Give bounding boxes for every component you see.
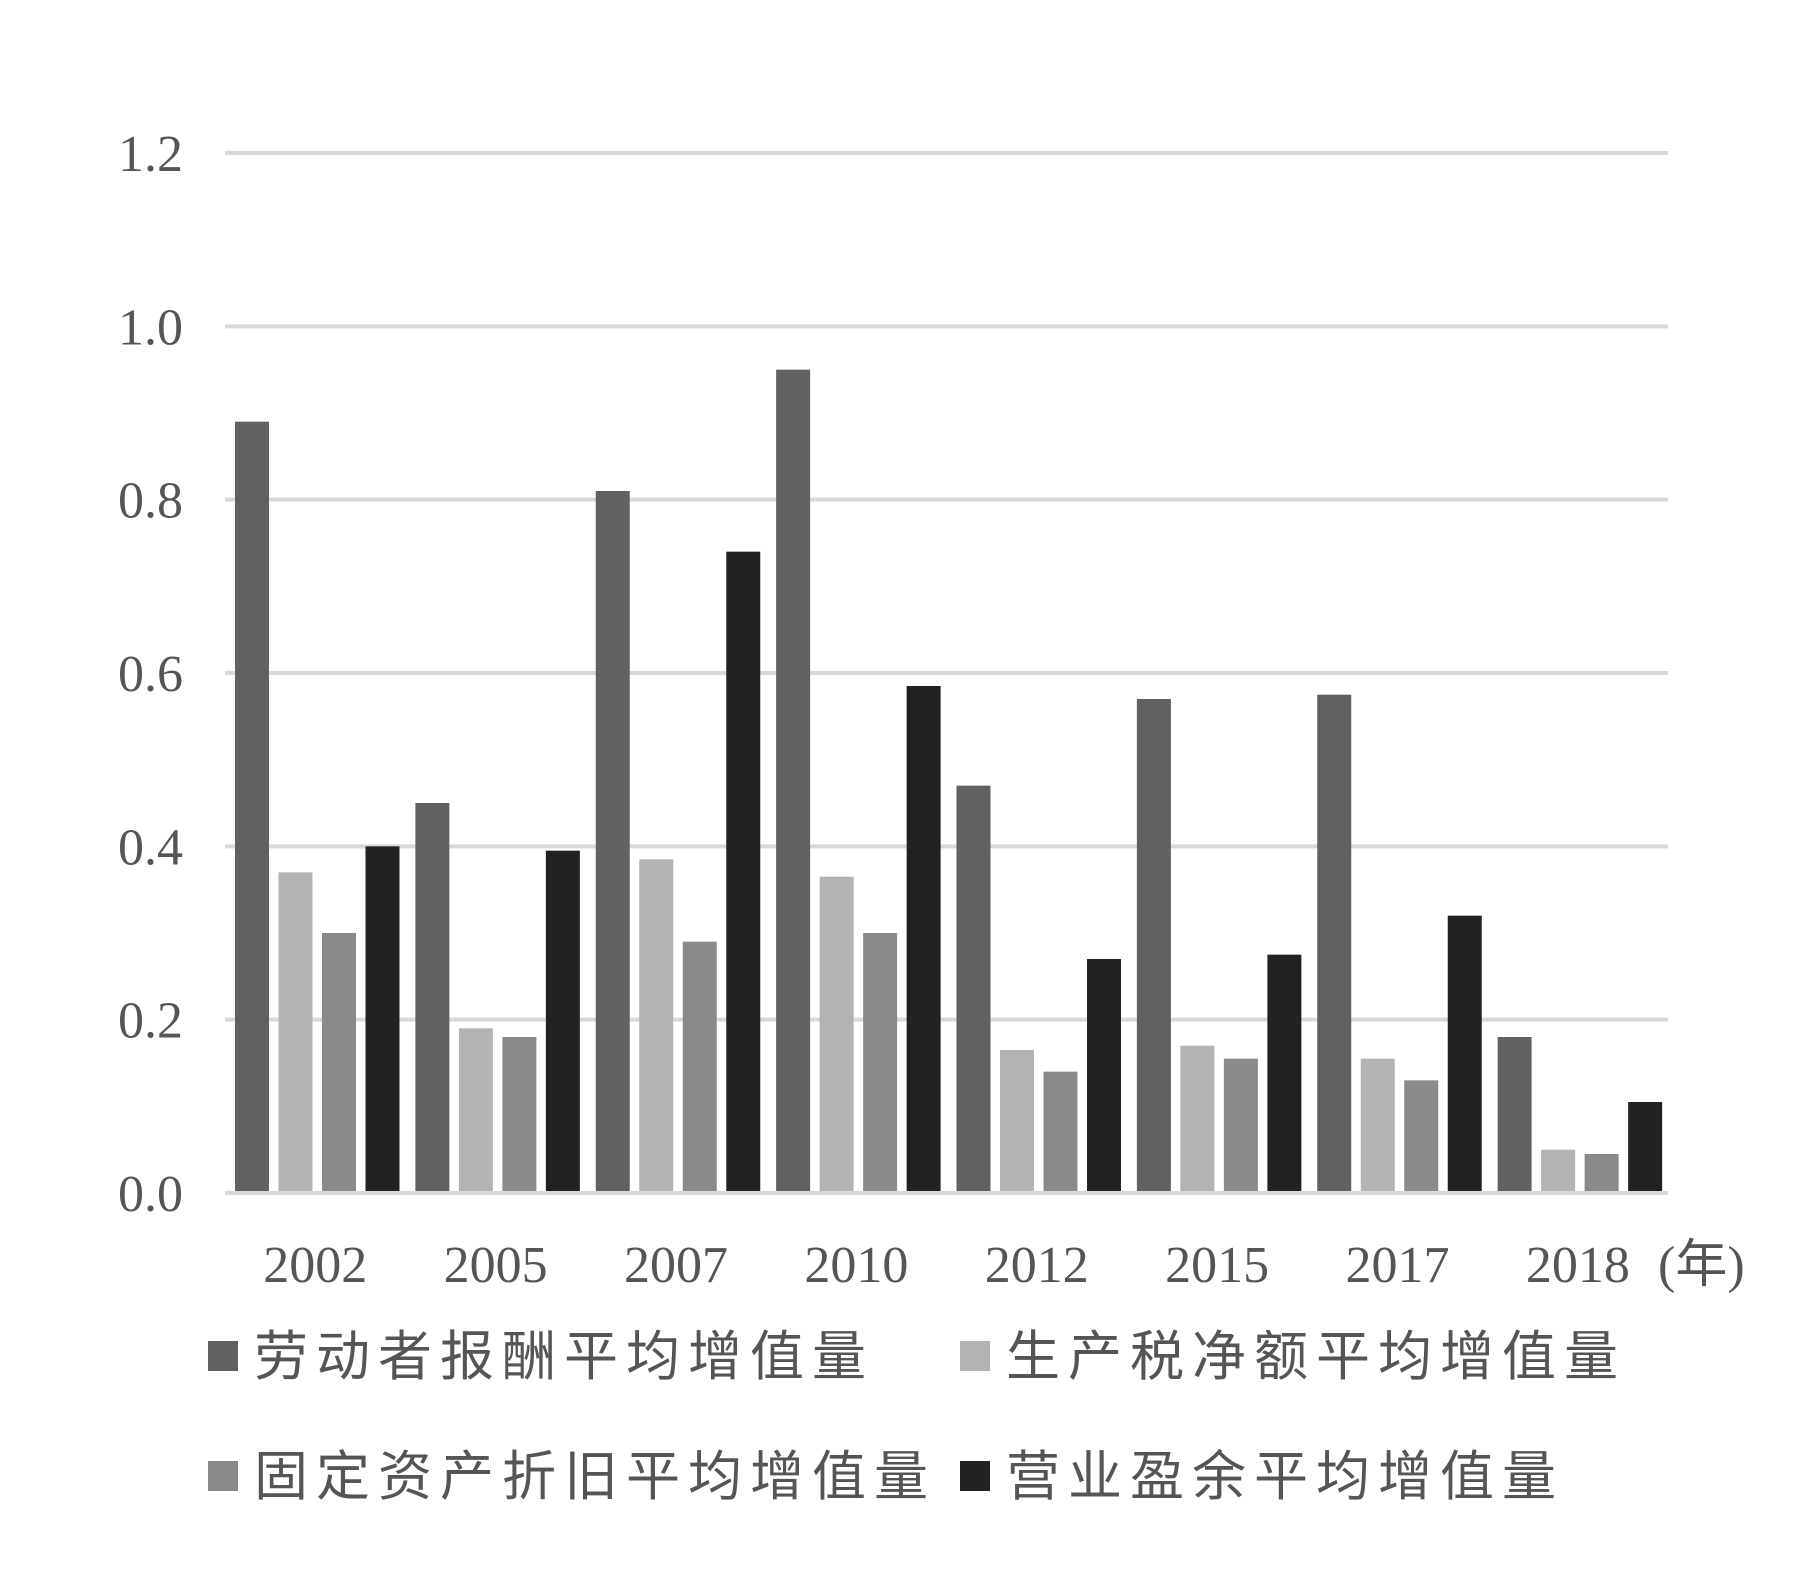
x-tick-label: 2002	[263, 1237, 367, 1294]
bar-2010-s2	[863, 933, 898, 1193]
bar-2017-s0	[1317, 694, 1352, 1193]
bar-2007-s3	[726, 551, 761, 1193]
bar-2015-s1	[1180, 1045, 1215, 1193]
bars	[235, 369, 1663, 1194]
bar-2015-s2	[1223, 1058, 1258, 1193]
bar-2017-s3	[1447, 915, 1482, 1193]
bar-2012-s0	[956, 785, 991, 1193]
legend-label: 固定资产折旧平均增值量	[254, 1445, 936, 1508]
bar-2007-s0	[595, 491, 630, 1193]
y-tick-label: 1.0	[118, 299, 183, 356]
y-axis-ticks: 0.0 0.2 0.4 0.6 0.8 1.0 1.2	[118, 126, 183, 1223]
bar-2010-s0	[776, 369, 811, 1194]
bar-2005-s1	[458, 1028, 493, 1193]
y-tick-label: 0.6	[118, 646, 183, 703]
x-axis-unit: (年)	[1658, 1237, 1745, 1294]
bar-2018-s2	[1584, 1154, 1619, 1193]
bar-2012-s3	[1087, 959, 1121, 1193]
bar-2005-s0	[415, 803, 450, 1193]
x-tick-label: 2017	[1345, 1237, 1449, 1294]
bar-2010-s1	[819, 876, 854, 1193]
y-tick-label: 0.8	[118, 473, 183, 530]
bar-2018-s3	[1628, 1102, 1663, 1193]
bar-2002-s3	[365, 846, 400, 1193]
bar-2012-s1	[1000, 1050, 1034, 1193]
y-tick-label: 0.4	[118, 819, 183, 876]
bar-2017-s1	[1360, 1058, 1395, 1193]
bar-2002-s1	[278, 872, 313, 1193]
bar-2002-s0	[235, 421, 269, 1194]
gridlines	[225, 151, 1668, 1022]
bar-2018-s0	[1497, 1037, 1532, 1193]
y-tick-label: 0.0	[118, 1166, 183, 1223]
x-tick-label: 2012	[985, 1237, 1089, 1294]
legend-label: 营业盈余平均增值量	[1006, 1445, 1564, 1508]
bar-2005-s2	[502, 1037, 537, 1193]
y-tick-label: 1.2	[118, 126, 183, 183]
bar-2010-s3	[906, 686, 941, 1193]
x-tick-label: 2010	[804, 1237, 908, 1294]
bar-2007-s2	[682, 941, 717, 1193]
legend-swatch	[960, 1461, 990, 1491]
x-tick-label: 2007	[624, 1237, 728, 1294]
x-tick-label: 2018	[1526, 1237, 1630, 1294]
legend-label: 劳动者报酬平均增值量	[254, 1325, 874, 1388]
legend-label: 生产税净额平均增值量	[1006, 1325, 1626, 1388]
legend-swatch	[208, 1461, 238, 1491]
bar-2002-s2	[322, 933, 356, 1193]
bar-2018-s1	[1541, 1149, 1576, 1193]
x-axis-ticks: 2002 2005 2007 2010 2012 2015 2017 2018	[263, 1237, 1630, 1294]
y-tick-label: 0.2	[118, 993, 183, 1050]
legend-swatch	[960, 1341, 990, 1371]
x-tick-label: 2005	[444, 1237, 548, 1294]
bar-2005-s3	[545, 850, 580, 1193]
bar-2017-s2	[1404, 1080, 1439, 1193]
legend-swatch	[208, 1341, 238, 1371]
bar-2012-s2	[1043, 1071, 1078, 1193]
bar-2015-s0	[1136, 699, 1171, 1193]
x-tick-label: 2015	[1165, 1237, 1269, 1294]
bar-2015-s3	[1267, 954, 1302, 1193]
bar-2007-s1	[639, 859, 674, 1193]
